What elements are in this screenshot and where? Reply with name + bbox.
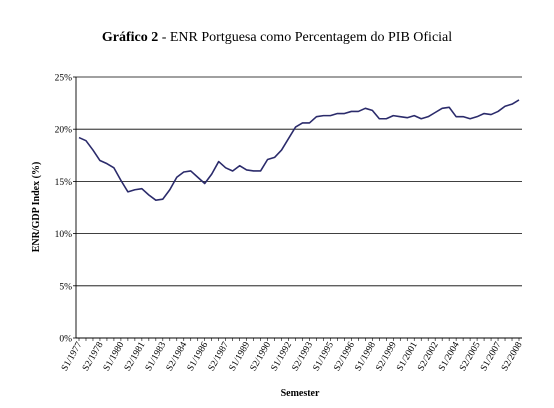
axes — [73, 76, 522, 341]
y-tick-label: 20% — [55, 126, 73, 136]
x-tick-labels: S1/1977S2/1978S1/1980S2/1981S1/1983S2/19… — [60, 340, 525, 373]
y-tick-labels: 0% 5% 10% 15% 20% 25% — [55, 74, 73, 345]
x-tick-label: S2/2008 — [500, 340, 525, 373]
y-tick-label: 25% — [55, 74, 73, 84]
y-tick-label: 5% — [59, 282, 72, 292]
chart-title-prefix: Gráfico 2 — [101, 30, 159, 45]
series-layer — [78, 99, 520, 201]
gridlines — [76, 76, 522, 287]
series-line — [78, 99, 520, 201]
chart-title: Gráfico 2 - ENR Portguesa como Percentag… — [0, 30, 554, 46]
chart-title-text: - ENR Portguesa como Percentagem do PIB … — [158, 30, 453, 45]
y-tick-label: 15% — [55, 178, 73, 188]
y-tick-label: 10% — [55, 230, 73, 240]
y-tick-label: 0% — [59, 335, 72, 345]
x-axis-title: Semester — [281, 388, 320, 399]
y-axis-title: ENR/GDP Index (%) — [31, 162, 42, 253]
